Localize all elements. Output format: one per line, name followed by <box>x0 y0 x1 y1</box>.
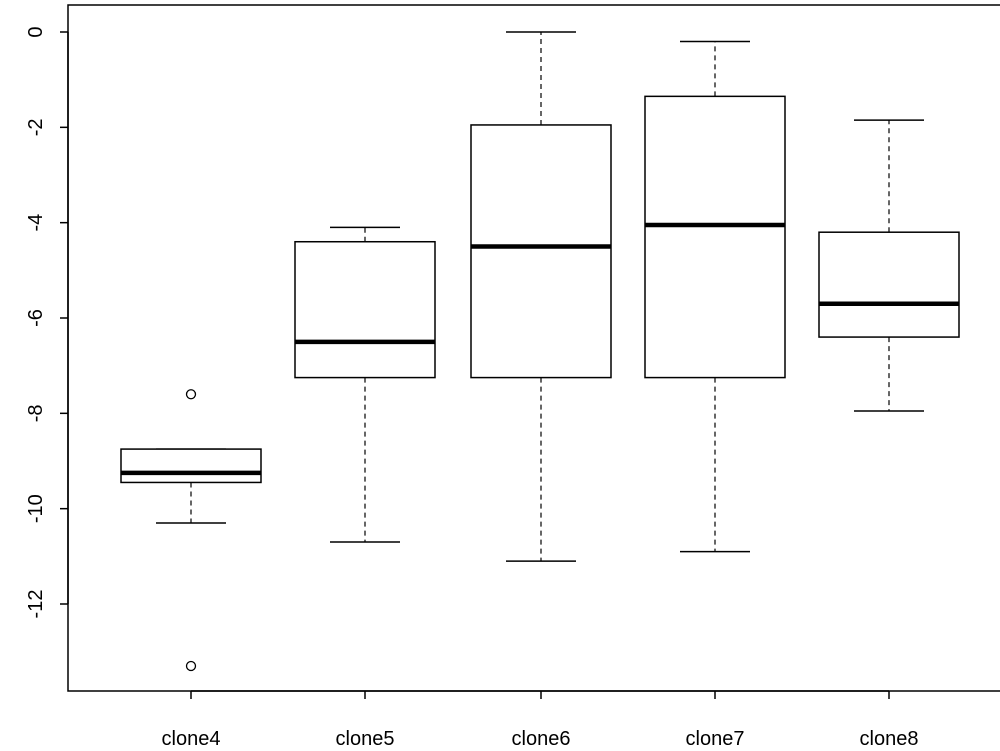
x-tick-label: clone4 <box>162 728 221 750</box>
iqr-box <box>120 448 262 484</box>
y-tick-label: -4 <box>25 214 47 232</box>
box-clone4 <box>120 389 262 672</box>
y-tick-label: -6 <box>25 309 47 327</box>
y-axis: 0 -2 -4 -6 -8 -10 -12 <box>25 26 69 619</box>
x-tick-label: clone6 <box>512 728 571 750</box>
y-tick-label: 0 <box>25 26 47 37</box>
box-clone8 <box>818 119 960 412</box>
x-tick-label: clone7 <box>686 728 745 750</box>
iqr-box <box>294 240 436 379</box>
y-tick-label: -2 <box>25 118 47 136</box>
box-clone6 <box>470 31 612 562</box>
x-tick-label: clone5 <box>336 728 395 750</box>
outlier-point <box>185 660 197 672</box>
y-tick-label: -10 <box>25 494 47 523</box>
y-tick-label: -8 <box>25 404 47 422</box>
x-tick-label: clone8 <box>860 728 919 750</box>
boxes-group <box>120 31 960 672</box>
y-tick-label: -12 <box>25 590 47 619</box>
outlier-point <box>185 389 197 400</box>
iqr-box <box>644 95 786 379</box>
box-clone7 <box>644 40 786 553</box>
iqr-box <box>470 124 612 379</box>
box-clone5 <box>294 226 436 543</box>
x-axis: clone4 clone5 clone6 clone7 clone8 <box>162 690 919 750</box>
iqr-box <box>818 231 960 338</box>
